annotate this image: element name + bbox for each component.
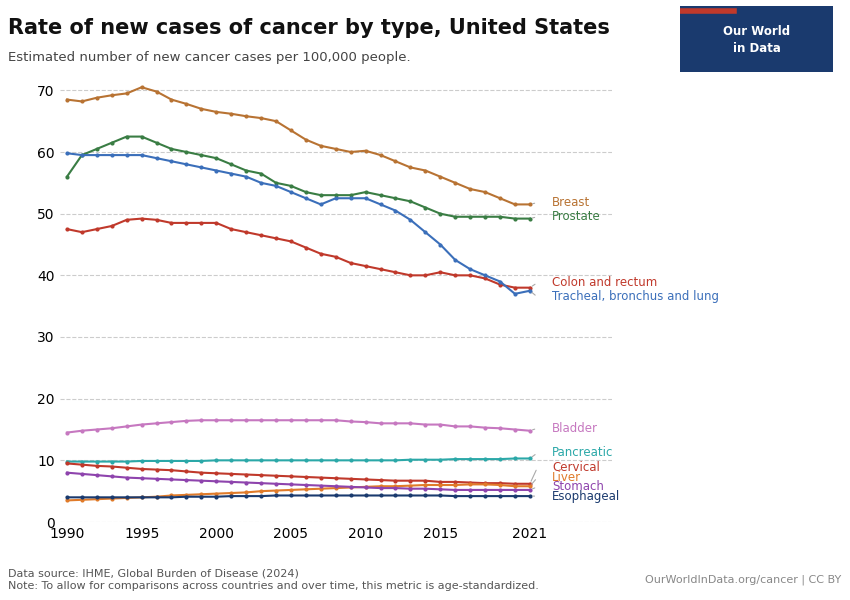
- Text: Breast: Breast: [552, 196, 591, 209]
- Text: Tracheal, bronchus and lung: Tracheal, bronchus and lung: [552, 290, 719, 304]
- Text: Liver: Liver: [552, 471, 581, 484]
- Text: in Data: in Data: [733, 43, 780, 55]
- Text: Stomach: Stomach: [552, 481, 604, 493]
- Text: Rate of new cases of cancer by type, United States: Rate of new cases of cancer by type, Uni…: [8, 18, 610, 38]
- Text: Estimated number of new cancer cases per 100,000 people.: Estimated number of new cancer cases per…: [8, 51, 411, 64]
- Text: Bladder: Bladder: [552, 422, 598, 435]
- Text: Our World: Our World: [723, 25, 790, 38]
- Text: Prostate: Prostate: [552, 210, 601, 223]
- Text: Esophageal: Esophageal: [552, 490, 620, 503]
- Text: Note: To allow for comparisons across countries and over time, this metric is ag: Note: To allow for comparisons across co…: [8, 581, 540, 591]
- Text: Pancreatic: Pancreatic: [552, 446, 614, 460]
- Text: Cervical: Cervical: [552, 461, 600, 474]
- Text: Data source: IHME, Global Burden of Disease (2024): Data source: IHME, Global Burden of Dise…: [8, 569, 299, 579]
- Text: Colon and rectum: Colon and rectum: [552, 276, 658, 289]
- Text: OurWorldInData.org/cancer | CC BY: OurWorldInData.org/cancer | CC BY: [645, 575, 842, 585]
